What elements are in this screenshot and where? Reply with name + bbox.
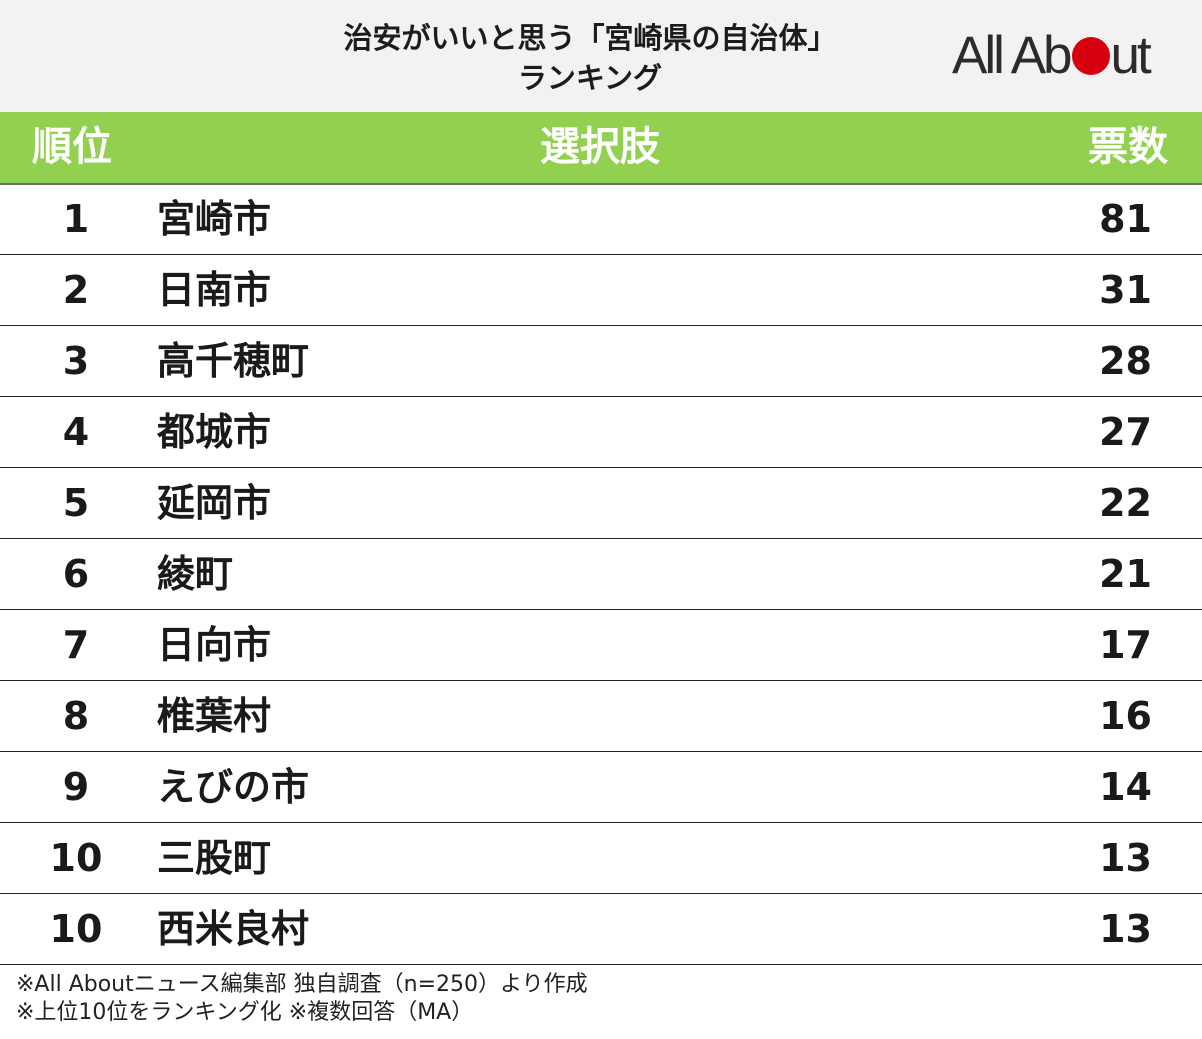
choice-cell: 高千穂町 bbox=[157, 339, 310, 383]
choice-cell: 日南市 bbox=[157, 268, 272, 312]
title-line-2: ランキング bbox=[517, 61, 663, 95]
votes-cell: 27 bbox=[1099, 410, 1152, 454]
rank-cell: 10 bbox=[49, 836, 103, 880]
choice-cell: 宮崎市 bbox=[157, 197, 272, 241]
choice-cell: えびの市 bbox=[157, 765, 310, 809]
votes-cell: 28 bbox=[1099, 339, 1152, 383]
footer-note-source: ※All Aboutニュース編集部 独自調査（n=250）より作成 bbox=[16, 972, 588, 997]
votes-cell: 13 bbox=[1099, 836, 1152, 880]
choice-cell: 延岡市 bbox=[157, 481, 272, 525]
table-row: 10 西米良村 13 bbox=[0, 894, 1202, 965]
table-row: 4 都城市 27 bbox=[0, 397, 1202, 468]
rank-cell: 8 bbox=[62, 694, 90, 738]
logo-red-dot-icon bbox=[1071, 37, 1110, 75]
table-header: 順位 選択肢 票数 bbox=[0, 112, 1202, 185]
choice-cell: 西米良村 bbox=[157, 907, 310, 951]
header-votes: 票数 bbox=[1088, 124, 1168, 170]
votes-cell: 16 bbox=[1099, 694, 1152, 738]
title-line-1: 治安がいいと思う「宮崎県の自治体」 bbox=[343, 21, 837, 55]
chart-title: 治安がいいと思う「宮崎県の自治体」 ランキング bbox=[240, 18, 940, 98]
footer-note-method: ※上位10位をランキング化 ※複数回答（MA） bbox=[16, 1000, 474, 1025]
header: 治安がいいと思う「宮崎県の自治体」 ランキング All Ab ut bbox=[0, 0, 1202, 113]
logo-text-end: ut bbox=[1110, 26, 1152, 85]
choice-cell: 綾町 bbox=[157, 552, 234, 596]
rank-cell: 5 bbox=[62, 481, 90, 525]
choice-cell: 三股町 bbox=[157, 836, 272, 880]
allabout-logo: All Ab ut bbox=[952, 26, 1152, 85]
votes-cell: 81 bbox=[1099, 197, 1152, 241]
votes-cell: 13 bbox=[1099, 907, 1152, 951]
choice-cell: 都城市 bbox=[157, 410, 272, 454]
choice-cell: 椎葉村 bbox=[157, 694, 272, 738]
header-choice: 選択肢 bbox=[540, 124, 660, 170]
table-body: 1 宮崎市 81 2 日南市 31 3 高千穂町 28 4 都城市 27 5 延岡市 22 6 綾町 21 7 日向市… bbox=[0, 184, 1202, 965]
table-row: 6 綾町 21 bbox=[0, 539, 1202, 610]
footer-notes: ※All Aboutニュース編集部 独自調査（n=250）より作成 ※上位10位… bbox=[16, 971, 588, 1027]
rank-cell: 4 bbox=[62, 410, 90, 454]
table-row: 9 えびの市 14 bbox=[0, 752, 1202, 823]
rank-cell: 10 bbox=[49, 907, 103, 951]
rank-cell: 3 bbox=[62, 339, 90, 383]
votes-cell: 31 bbox=[1099, 268, 1152, 312]
table-row: 8 椎葉村 16 bbox=[0, 681, 1202, 752]
table-row: 2 日南市 31 bbox=[0, 255, 1202, 326]
table-row: 10 三股町 13 bbox=[0, 823, 1202, 894]
logo-text-start: All Ab bbox=[952, 26, 1073, 85]
table-row: 5 延岡市 22 bbox=[0, 468, 1202, 539]
votes-cell: 14 bbox=[1099, 765, 1152, 809]
table-row: 3 高千穂町 28 bbox=[0, 326, 1202, 397]
rank-cell: 2 bbox=[62, 268, 90, 312]
header-rank: 順位 bbox=[32, 124, 112, 170]
rank-cell: 9 bbox=[62, 765, 90, 809]
choice-cell: 日向市 bbox=[157, 623, 272, 667]
rank-cell: 1 bbox=[62, 197, 90, 241]
votes-cell: 17 bbox=[1099, 623, 1152, 667]
table-row: 7 日向市 17 bbox=[0, 610, 1202, 681]
rank-cell: 6 bbox=[62, 552, 90, 596]
rank-cell: 7 bbox=[62, 623, 90, 667]
votes-cell: 21 bbox=[1099, 552, 1152, 596]
votes-cell: 22 bbox=[1099, 481, 1152, 525]
table-row: 1 宮崎市 81 bbox=[0, 184, 1202, 255]
